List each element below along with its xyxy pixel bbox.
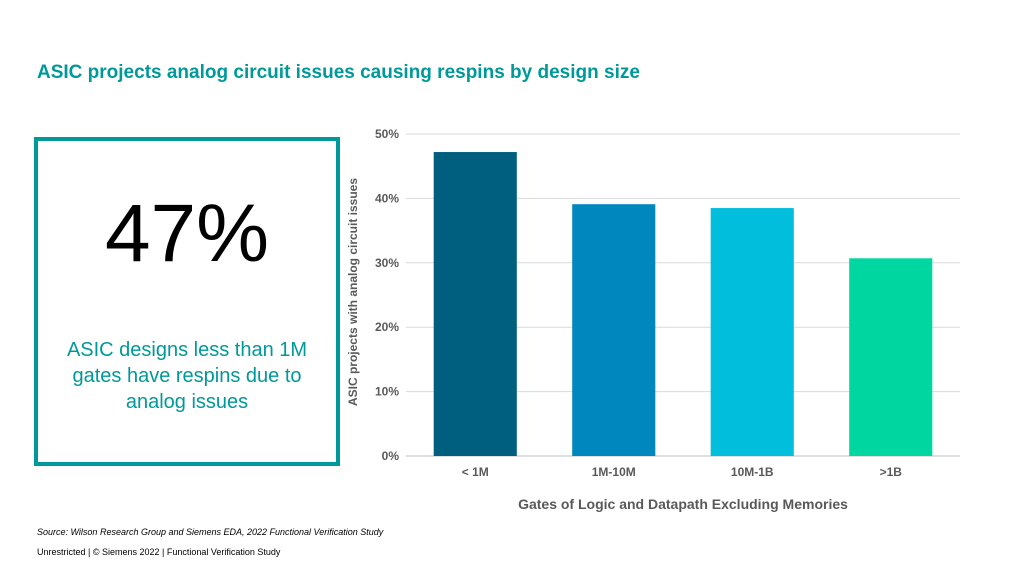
page-title: ASIC projects analog circuit issues caus… xyxy=(37,62,640,83)
bars xyxy=(433,152,933,457)
axis-labels: 0% 10% 20% 30% 40% 50% < 1M 1M-10M 10M-1B >1B Gate… xyxy=(346,127,902,512)
callout-percentage: 47% xyxy=(104,188,270,279)
highlight-callout: 47% ASIC designs less than 1M gates have… xyxy=(34,137,340,466)
y-tick-label: 50% xyxy=(375,127,399,141)
bar xyxy=(433,152,517,457)
x-tick-label: >1B xyxy=(880,465,903,479)
y-tick-label: 30% xyxy=(375,256,399,270)
y-tick-label: 10% xyxy=(375,385,399,399)
footer-text: Unrestricted | © Siemens 2022 | Function… xyxy=(37,547,281,557)
source-note: Source: Wilson Research Group and Siemen… xyxy=(37,527,384,537)
bar xyxy=(710,208,794,456)
bar xyxy=(849,258,933,456)
y-tick-label: 20% xyxy=(375,320,399,334)
bar xyxy=(572,204,656,456)
callout-description: ASIC designs less than 1M gates have res… xyxy=(66,339,308,413)
x-tick-label: < 1M xyxy=(462,465,489,479)
x-axis-title: Gates of Logic and Datapath Excluding Me… xyxy=(518,496,848,512)
y-tick-label: 0% xyxy=(382,449,400,463)
y-tick-label: 40% xyxy=(375,191,399,205)
x-tick-label: 10M-1B xyxy=(731,465,774,479)
x-tick-label: 1M-10M xyxy=(592,465,636,479)
y-axis-title: ASIC projects with analog circuit issues xyxy=(346,178,360,406)
